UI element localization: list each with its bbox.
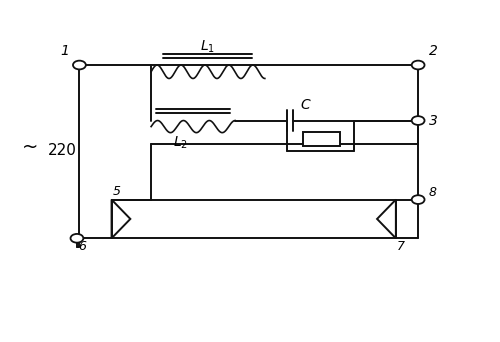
Circle shape <box>70 234 84 243</box>
Text: $L_1$: $L_1$ <box>200 38 216 55</box>
Circle shape <box>412 195 424 204</box>
Text: $C$: $C$ <box>300 98 311 113</box>
Text: 6: 6 <box>78 240 86 253</box>
Text: 2: 2 <box>428 44 438 58</box>
Circle shape <box>73 61 86 69</box>
Text: ~: ~ <box>22 138 38 157</box>
Text: 220: 220 <box>48 143 76 158</box>
FancyBboxPatch shape <box>303 132 340 146</box>
Text: 7: 7 <box>397 240 405 253</box>
Text: 3: 3 <box>428 114 438 128</box>
Circle shape <box>412 116 424 125</box>
Text: 5: 5 <box>112 185 120 198</box>
Text: 1: 1 <box>60 44 69 58</box>
FancyBboxPatch shape <box>112 200 396 238</box>
Circle shape <box>412 61 424 69</box>
Text: $L_2$: $L_2$ <box>174 134 188 150</box>
Text: $R$: $R$ <box>319 132 330 146</box>
Text: 8: 8 <box>429 186 437 199</box>
